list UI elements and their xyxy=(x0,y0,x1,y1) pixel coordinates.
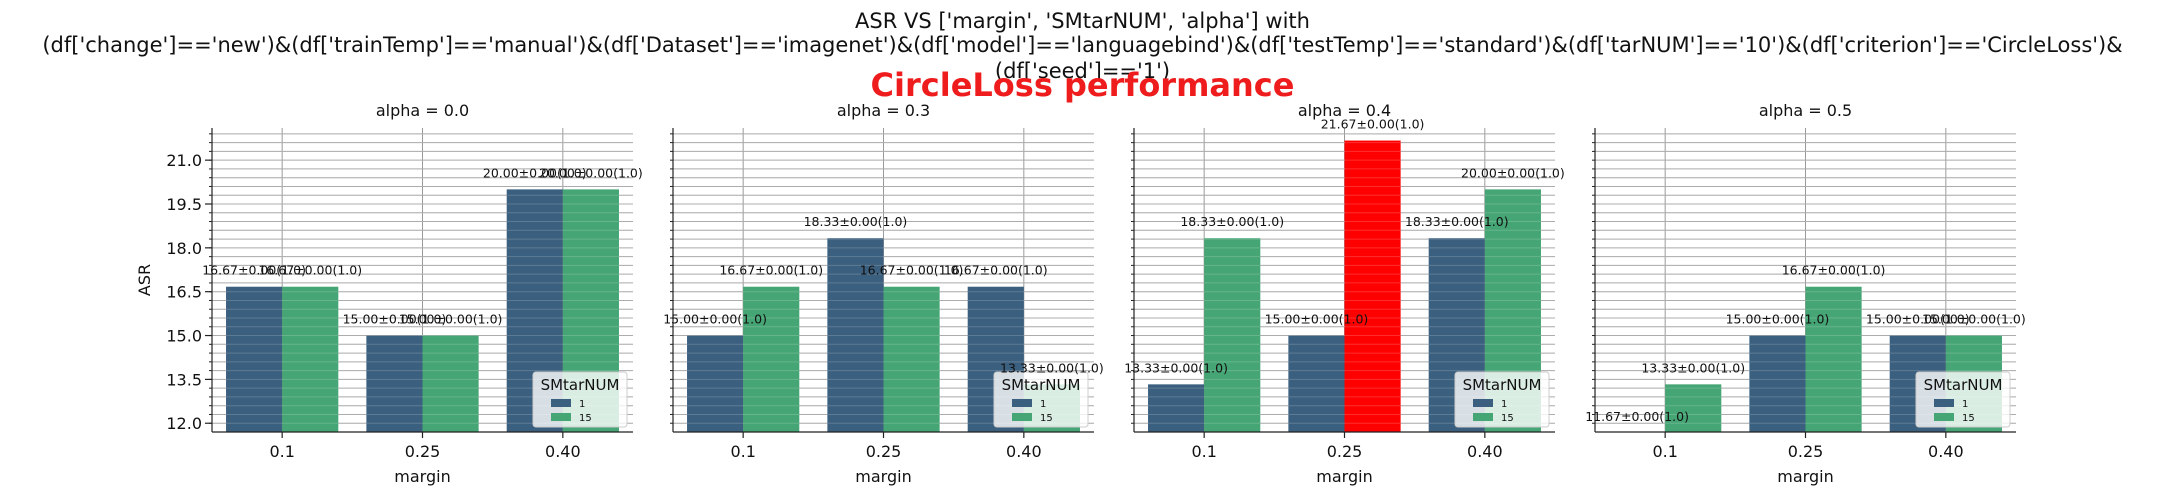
legend-swatch-15 xyxy=(1012,413,1032,421)
data-label: 15.00±0.00(1.0) xyxy=(399,312,503,327)
legend-swatch-1 xyxy=(1473,399,1493,407)
legend-title: SMtarNUM xyxy=(541,376,620,394)
data-label: 15.00±0.00(1.0) xyxy=(1726,312,1830,327)
legend-swatch-1 xyxy=(1012,399,1032,407)
data-label: 11.67±0.00(1.0) xyxy=(1585,409,1689,424)
data-label: 13.33±0.00(1.0) xyxy=(1641,360,1745,375)
x-tick-label: 0.1 xyxy=(1191,442,1216,461)
x-tick-label: 0.1 xyxy=(730,442,755,461)
x-tick-label: 0.1 xyxy=(269,442,294,461)
data-label: 20.00±0.00(1.0) xyxy=(539,165,643,180)
data-label: 15.00±0.00(1.0) xyxy=(1866,312,1970,327)
data-label: 13.33±0.00(1.0) xyxy=(1124,360,1228,375)
x-tick-label: 0.40 xyxy=(1467,442,1503,461)
data-label: 16.67±0.00(1.0) xyxy=(860,263,964,278)
bar-0.1-smtarnum-15 xyxy=(1665,384,1722,432)
figure-filter-expression: (df['change']=='new')&(df['trainTemp']==… xyxy=(42,33,2123,83)
data-label: 16.67±0.00(1.0) xyxy=(258,263,362,278)
bar-0.1-smtarnum-1 xyxy=(226,286,283,432)
legend-entry-label: 15 xyxy=(1501,413,1514,424)
legend-swatch-15 xyxy=(1473,413,1493,421)
data-label: 20.00±0.00(1.0) xyxy=(483,165,587,180)
bar-0.1-smtarnum-1 xyxy=(1148,384,1205,432)
legend-swatch-15 xyxy=(1934,413,1954,421)
x-tick-label: 0.40 xyxy=(545,442,581,461)
subplot-1 xyxy=(670,128,1094,438)
x-tick-label: 0.25 xyxy=(1788,442,1824,461)
data-label: 16.67±0.00(1.0) xyxy=(719,263,823,278)
x-tick-label: 0.40 xyxy=(1928,442,1964,461)
bar-0.25-smtarnum-15 xyxy=(1344,140,1401,433)
legend-entry-label: 1 xyxy=(1962,399,1968,410)
y-tick-label: 19.5 xyxy=(166,195,202,214)
bar-0.25-smtarnum-15 xyxy=(1805,286,1862,432)
subplot-2 xyxy=(1131,128,1555,438)
data-label: 18.33±0.00(1.0) xyxy=(804,214,908,229)
bar-0.25-smtarnum-1 xyxy=(366,335,423,432)
bar-0.25-smtarnum-1 xyxy=(1288,335,1345,432)
legend-entry-label: 15 xyxy=(579,413,592,424)
figure-highlight-title: CircleLoss performance xyxy=(870,66,1295,104)
data-label: 18.33±0.00(1.0) xyxy=(1405,214,1509,229)
legend-title: SMtarNUM xyxy=(1002,376,1081,394)
x-tick-label: 0.25 xyxy=(866,442,902,461)
data-label: 13.33±0.00(1.0) xyxy=(1000,360,1104,375)
x-axis-label: margin xyxy=(1777,467,1833,486)
legend-entry-label: 1 xyxy=(1040,399,1046,410)
bar-0.25-smtarnum-1 xyxy=(1749,335,1806,432)
legend-entry-label: 15 xyxy=(1040,413,1053,424)
subplot-title: alpha = 0.0 xyxy=(376,101,469,120)
bar-0.1-smtarnum-1 xyxy=(687,335,744,432)
data-label: 18.33±0.00(1.0) xyxy=(1180,214,1284,229)
bar-0.1-smtarnum-15 xyxy=(282,286,339,432)
legend-entry-label: 1 xyxy=(1501,399,1507,410)
bar-0.25-smtarnum-15 xyxy=(422,335,479,432)
data-label: 15.00±0.00(1.0) xyxy=(663,312,767,327)
x-tick-label: 0.1 xyxy=(1652,442,1677,461)
figure-title: ASR VS ['margin', 'SMtarNUM', 'alpha'] w… xyxy=(855,9,1310,33)
subplot-title: alpha = 0.5 xyxy=(1759,101,1852,120)
x-axis-label: margin xyxy=(855,467,911,486)
x-axis-label: margin xyxy=(394,467,450,486)
y-axis-label: ASR xyxy=(135,264,154,296)
y-tick-label: 12.0 xyxy=(166,414,202,433)
data-label: 20.00±0.00(1.0) xyxy=(1461,165,1565,180)
bar-0.1-smtarnum-15 xyxy=(743,286,800,432)
y-tick-label: 16.5 xyxy=(166,283,202,302)
legend-swatch-15 xyxy=(551,413,571,421)
subplot-title: alpha = 0.4 xyxy=(1298,101,1391,120)
legend-entry-label: 15 xyxy=(1962,413,1975,424)
legend-entry-label: 1 xyxy=(579,399,585,410)
legend-title: SMtarNUM xyxy=(1463,376,1542,394)
subplot-title: alpha = 0.3 xyxy=(837,101,930,120)
bar-0.1-smtarnum-15 xyxy=(1204,238,1261,432)
legend-swatch-1 xyxy=(1934,399,1954,407)
subplot-3 xyxy=(1592,128,2016,438)
data-label: 15.00±0.00(1.0) xyxy=(1922,312,2026,327)
data-label: 16.67±0.00(1.0) xyxy=(944,263,1048,278)
x-tick-label: 0.25 xyxy=(405,442,441,461)
subplot-0 xyxy=(205,128,633,438)
y-tick-label: 13.5 xyxy=(166,370,202,389)
y-tick-label: 15.0 xyxy=(166,327,202,346)
legend-title: SMtarNUM xyxy=(1924,376,2003,394)
bar-0.25-smtarnum-1 xyxy=(827,238,884,432)
data-label: 16.67±0.00(1.0) xyxy=(202,263,306,278)
bar-0.25-smtarnum-15 xyxy=(883,286,940,432)
data-label: 15.00±0.00(1.0) xyxy=(343,312,447,327)
data-label: 21.67±0.00(1.0) xyxy=(1321,117,1425,132)
data-label: 15.00±0.00(1.0) xyxy=(1265,312,1369,327)
x-axis-label: margin xyxy=(1316,467,1372,486)
legend-swatch-1 xyxy=(551,399,571,407)
x-tick-label: 0.40 xyxy=(1006,442,1042,461)
y-tick-label: 21.0 xyxy=(166,151,202,170)
x-tick-label: 0.25 xyxy=(1327,442,1363,461)
y-tick-label: 18.0 xyxy=(166,239,202,258)
data-label: 16.67±0.00(1.0) xyxy=(1782,263,1886,278)
